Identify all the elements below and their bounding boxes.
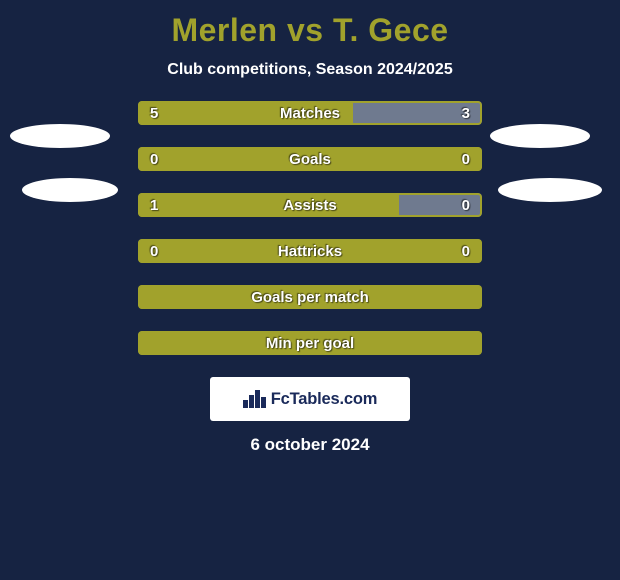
stat-row: 00Hattricks bbox=[138, 239, 482, 263]
player-placeholder-icon bbox=[490, 124, 590, 148]
brand-bars-icon bbox=[243, 390, 265, 408]
brand-badge[interactable]: FcTables.com bbox=[210, 377, 410, 421]
stat-fill-left bbox=[138, 193, 399, 217]
player-placeholder-icon bbox=[10, 124, 110, 148]
player-placeholder-icon bbox=[498, 178, 602, 202]
stat-row: 00Goals bbox=[138, 147, 482, 171]
page-title: Merlen vs T. Gece bbox=[0, 12, 620, 49]
player2-name: T. Gece bbox=[333, 12, 449, 48]
stat-fill-right bbox=[399, 193, 482, 217]
subtitle: Club competitions, Season 2024/2025 bbox=[0, 61, 620, 79]
brand-text: FcTables.com bbox=[271, 390, 377, 409]
stat-row: Min per goal bbox=[138, 331, 482, 355]
stat-row: 53Matches bbox=[138, 101, 482, 125]
stat-fill-left bbox=[138, 285, 482, 309]
stat-row: Goals per match bbox=[138, 285, 482, 309]
stat-fill-left bbox=[138, 239, 482, 263]
stat-fill-left bbox=[138, 147, 482, 171]
date-label: 6 october 2024 bbox=[0, 435, 620, 455]
stat-fill-left bbox=[138, 101, 353, 125]
stat-row: 10Assists bbox=[138, 193, 482, 217]
player1-name: Merlen bbox=[171, 12, 277, 48]
comparison-card: Merlen vs T. Gece Club competitions, Sea… bbox=[0, 0, 620, 580]
stat-fill-left bbox=[138, 331, 482, 355]
player-placeholder-icon bbox=[22, 178, 118, 202]
stat-fill-right bbox=[353, 101, 482, 125]
vs-separator: vs bbox=[287, 12, 324, 48]
